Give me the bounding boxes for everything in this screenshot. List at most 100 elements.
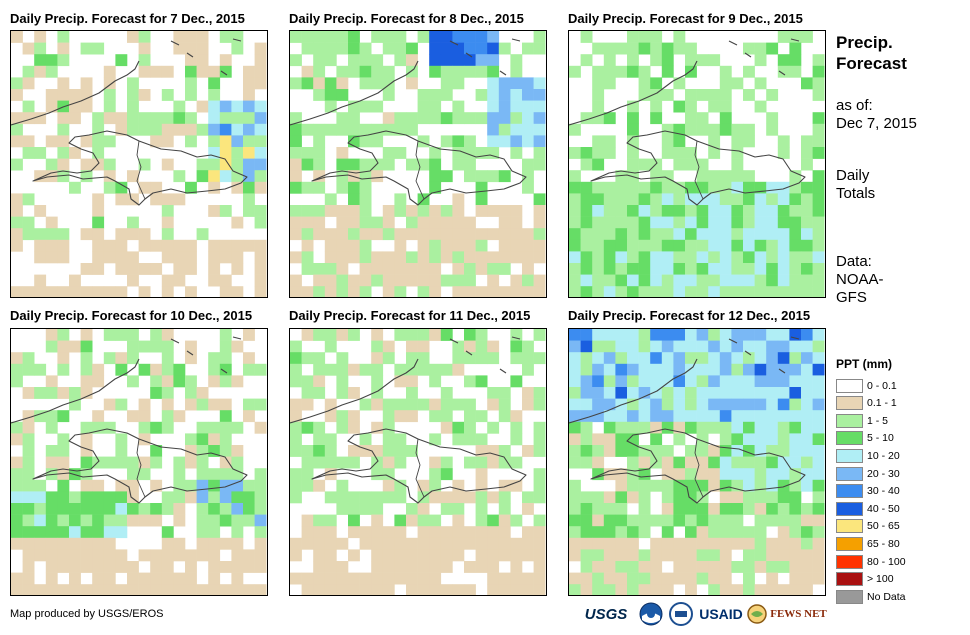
precip-cell	[464, 42, 476, 55]
hispaniola-coastline	[590, 130, 806, 206]
precip-cell	[80, 352, 93, 365]
map-panel-dec7[interactable]	[10, 30, 268, 298]
precip-cell	[301, 31, 314, 43]
precip-cell	[196, 526, 209, 539]
legend-swatch	[836, 431, 863, 446]
precip-cell	[196, 170, 209, 183]
precip-cell	[313, 274, 326, 287]
precip-cell	[440, 274, 453, 287]
precip-cell	[336, 216, 349, 229]
map-panel-dec12[interactable]	[568, 328, 826, 596]
precip-cell	[313, 421, 326, 434]
precip-cell	[766, 363, 779, 376]
precip-cell	[638, 421, 651, 434]
precip-cell	[777, 352, 790, 365]
precip-cell	[464, 228, 476, 241]
precip-cell	[127, 77, 139, 90]
precip-cell	[475, 329, 488, 341]
precip-cell	[150, 387, 163, 399]
precip-cell	[812, 263, 825, 275]
precip-cell	[254, 363, 267, 376]
precip-cell	[673, 340, 686, 353]
precip-cell	[615, 561, 628, 573]
precip-cell	[231, 584, 244, 595]
precip-cell	[69, 503, 81, 515]
precip-cell	[254, 123, 267, 136]
precip-cell	[161, 491, 174, 504]
precip-cell	[661, 479, 674, 492]
precip-cell	[150, 123, 163, 136]
precip-cell	[301, 216, 314, 229]
precip-cell	[254, 54, 267, 67]
precip-cell	[394, 54, 407, 67]
legend-label: 5 - 10	[867, 432, 894, 445]
precip-cell	[743, 263, 755, 275]
precip-cell	[324, 549, 337, 562]
map-panel-dec8[interactable]	[289, 30, 547, 298]
precip-cell	[452, 135, 465, 148]
precip-cell	[231, 147, 244, 159]
precip-cell	[801, 433, 813, 446]
precip-cell	[231, 572, 244, 585]
precip-cell	[743, 572, 755, 585]
precip-cell	[743, 216, 755, 229]
precip-cell	[696, 329, 709, 341]
precip-cell	[580, 549, 593, 562]
precip-cell	[394, 479, 407, 492]
precip-cell	[754, 468, 767, 481]
precip-cell	[789, 170, 802, 183]
data-source-line1: Data:	[836, 253, 872, 270]
precip-cell	[34, 491, 47, 504]
precip-cell	[34, 42, 47, 55]
precip-cell	[243, 89, 255, 101]
precip-cell	[57, 410, 70, 423]
map-panel-dec11[interactable]	[289, 328, 547, 596]
precip-cell	[115, 123, 128, 136]
precip-cell	[231, 251, 244, 264]
precip-cell	[394, 375, 407, 388]
precip-cell	[371, 491, 384, 504]
precip-cell	[475, 456, 488, 469]
precip-cell	[406, 352, 418, 365]
map-panel-dec10[interactable]	[10, 328, 268, 596]
precip-cell	[719, 228, 732, 241]
precip-cell	[406, 561, 418, 573]
precip-cell	[522, 135, 534, 148]
precip-cell	[487, 100, 500, 113]
bahamas-coastline	[170, 336, 242, 374]
precip-cell	[615, 433, 628, 446]
precip-cell	[661, 89, 674, 101]
precip-cell	[11, 135, 23, 148]
precip-cell	[57, 286, 70, 297]
precip-cell	[138, 65, 151, 78]
precip-cell	[627, 205, 639, 217]
precip-cell	[801, 251, 813, 264]
precip-cell	[406, 216, 418, 229]
legend-label: 40 - 50	[867, 502, 900, 515]
precip-cell	[569, 65, 581, 78]
precip-cell	[103, 135, 116, 148]
precip-cell	[719, 352, 732, 365]
map-panel-dec9[interactable]	[568, 30, 826, 298]
precip-cell	[592, 537, 605, 550]
precip-cell	[57, 89, 70, 101]
precip-cell	[475, 526, 488, 539]
precip-cell	[777, 286, 790, 297]
bahamas-coastline	[728, 336, 800, 374]
precip-cell	[592, 445, 605, 457]
precip-cell	[743, 468, 755, 481]
precip-cell	[487, 537, 500, 550]
precip-cell	[569, 263, 581, 275]
precip-cell	[673, 251, 686, 264]
precip-cell	[254, 147, 267, 159]
precip-cell	[417, 112, 430, 125]
precip-cell	[417, 31, 430, 43]
precip-cell	[57, 561, 70, 573]
precip-cell	[754, 584, 767, 595]
precip-cell	[650, 31, 663, 43]
precip-cell	[789, 479, 802, 492]
precip-cell	[57, 77, 70, 90]
precip-cell	[685, 228, 697, 241]
legend-title: PPT (mm)	[836, 357, 893, 371]
precip-cell	[161, 89, 174, 101]
